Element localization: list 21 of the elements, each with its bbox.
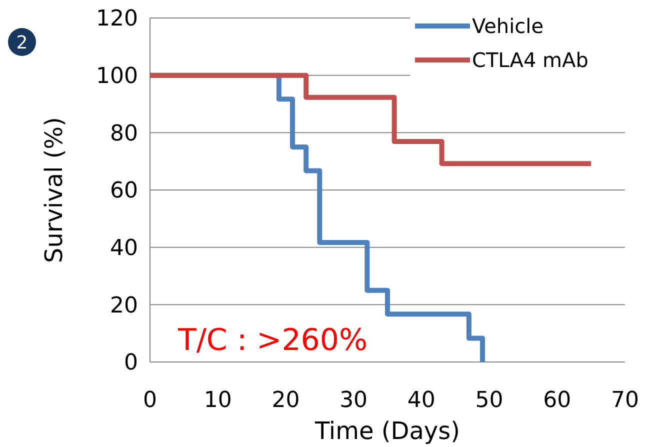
x-tick-label: 0 [143, 388, 157, 413]
x-tick-label: 20 [272, 388, 300, 413]
x-tick-label: 70 [611, 388, 639, 413]
annotation: T/C : >260% [177, 323, 368, 358]
y-tick-label: 120 [96, 6, 138, 32]
x-tick-label: 30 [340, 388, 368, 413]
y-tick-label: 40 [110, 236, 138, 262]
y-tick-label: 100 [96, 64, 138, 90]
y-tick-label: 80 [110, 121, 138, 146]
x-tick-label: 60 [543, 388, 572, 413]
legend-label: Vehicle [472, 14, 544, 38]
x-tick-label: 40 [407, 388, 436, 413]
x-tick-label: 10 [204, 388, 232, 413]
number-badge: 2 [8, 28, 36, 56]
legend-label: CTLA4 mAb [472, 48, 588, 72]
x-axis-title: Time (Days) [314, 417, 460, 445]
y-tick-label: 0 [124, 350, 138, 376]
y-tick-label: 60 [110, 178, 138, 204]
y-axis-title: Survival (%) [40, 117, 68, 263]
x-tick-label: 50 [475, 388, 504, 413]
y-tick-label: 20 [110, 293, 138, 318]
